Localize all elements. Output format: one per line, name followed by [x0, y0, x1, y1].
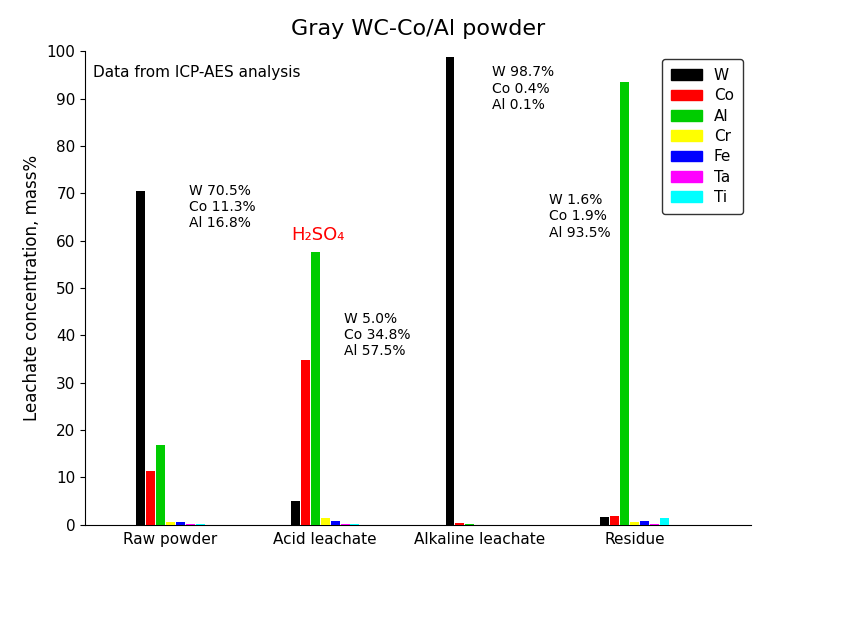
Bar [445, 58, 454, 525]
Bar [186, 524, 194, 525]
Text: W 5.0%
Co 34.8%
Al 57.5%: W 5.0% Co 34.8% Al 57.5% [343, 312, 410, 358]
Title: Gray WC-Co/Al powder: Gray WC-Co/Al powder [291, 19, 544, 38]
Text: H₂SO₄: H₂SO₄ [291, 227, 344, 244]
Text: Data from ICP-AES analysis: Data from ICP-AES analysis [93, 65, 300, 81]
Text: W 98.7%
Co 0.4%
Al 0.1%: W 98.7% Co 0.4% Al 0.1% [492, 65, 554, 112]
Bar [291, 501, 299, 525]
Bar [619, 82, 629, 525]
Bar [146, 471, 155, 525]
Bar [600, 517, 608, 525]
Bar [320, 518, 329, 525]
Bar [609, 516, 619, 525]
Bar [156, 445, 164, 525]
Bar [350, 524, 359, 525]
Bar [176, 522, 185, 525]
Text: W 70.5%
Co 11.3%
Al 16.8%: W 70.5% Co 11.3% Al 16.8% [189, 184, 256, 230]
Bar [136, 191, 145, 525]
Legend: W, Co, Al, Cr, Fe, Ta, Ti: W, Co, Al, Cr, Fe, Ta, Ti [661, 59, 742, 214]
Bar [310, 252, 320, 525]
Bar [659, 518, 668, 525]
Bar [455, 523, 463, 525]
Text: W 1.6%
Co 1.9%
Al 93.5%: W 1.6% Co 1.9% Al 93.5% [549, 193, 610, 239]
Bar [630, 522, 638, 525]
Bar [301, 360, 309, 525]
Bar [196, 524, 204, 525]
Bar [639, 521, 648, 525]
Bar [340, 524, 349, 525]
Bar [166, 522, 175, 525]
Bar [331, 521, 339, 525]
Y-axis label: Leachate concentration, mass%: Leachate concentration, mass% [23, 155, 41, 421]
Bar [649, 524, 659, 525]
